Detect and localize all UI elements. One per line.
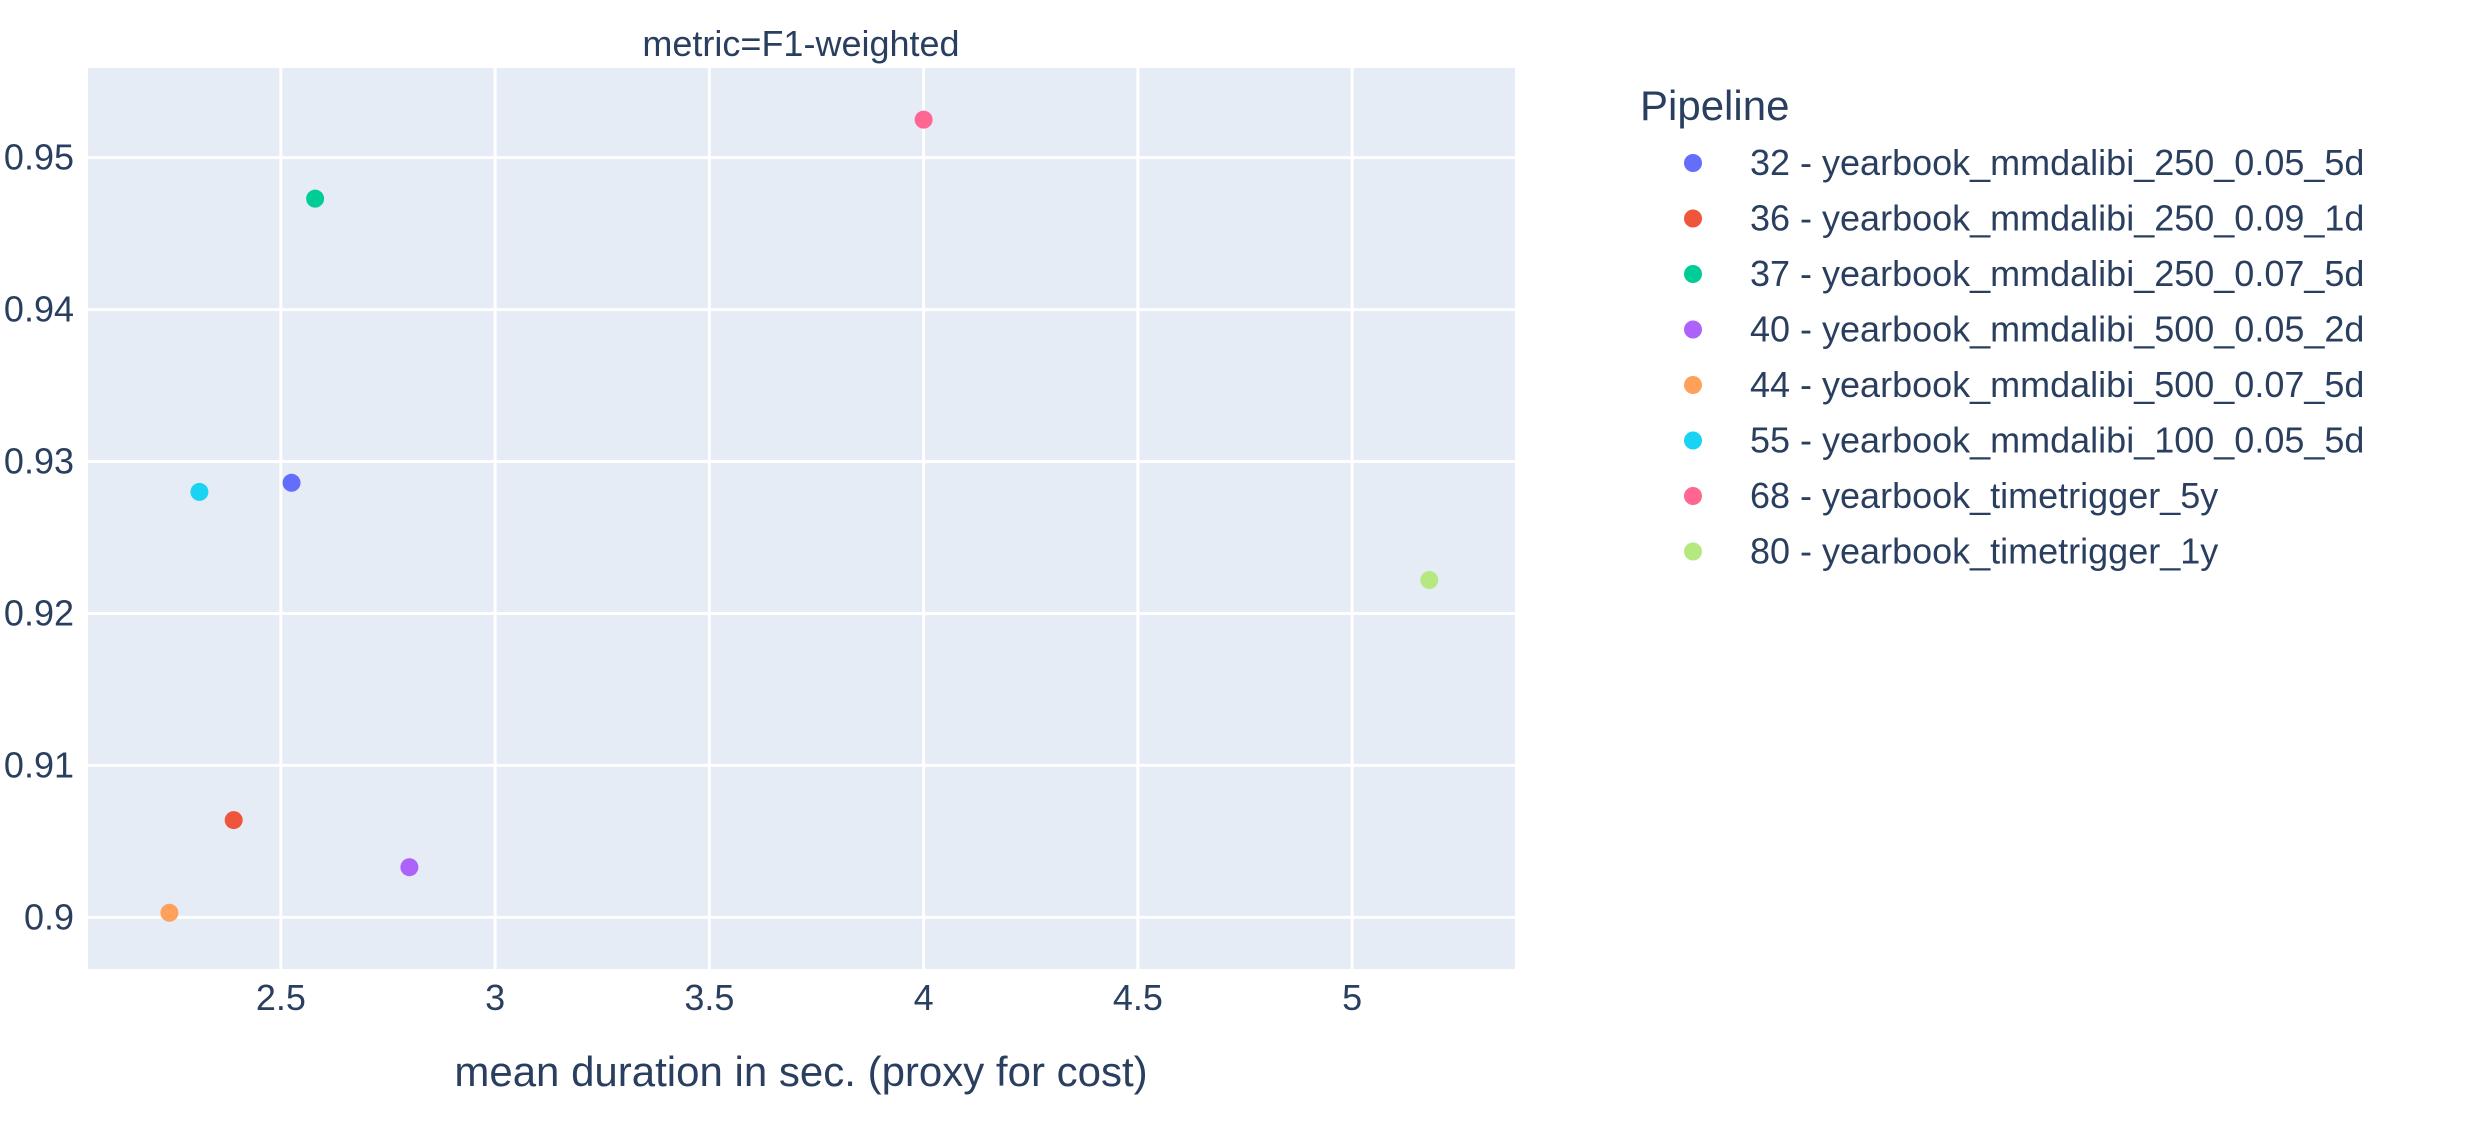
- legend-label: 32 - yearbook_mmdalibi_250_0.05_5d: [1750, 142, 2364, 183]
- panel-title: metric=F1-weighted: [642, 23, 959, 64]
- x-tick-label: 3.5: [684, 977, 734, 1018]
- data-point: [224, 811, 243, 830]
- legend-marker: [1684, 209, 1702, 228]
- x-axis-title: mean duration in sec. (proxy for cost): [454, 1048, 1147, 1095]
- x-tick-label: 4: [914, 977, 934, 1018]
- legend-label: 40 - yearbook_mmdalibi_500_0.05_2d: [1750, 309, 2364, 350]
- legend-marker: [1684, 431, 1702, 450]
- y-tick-label: 0.91: [4, 744, 74, 785]
- data-points: [160, 110, 1439, 922]
- y-tick-label: 0.92: [4, 592, 74, 633]
- data-point: [914, 110, 933, 129]
- y-tick-label: 0.9: [24, 896, 74, 937]
- legend-label: 44 - yearbook_mmdalibi_500_0.07_5d: [1750, 364, 2364, 405]
- data-point: [400, 858, 419, 877]
- legend-marker: [1684, 376, 1702, 394]
- legend-marker: [1684, 487, 1702, 505]
- legend-marker: [1684, 154, 1702, 172]
- legend: 32 - yearbook_mmdalibi_250_0.05_5d 36 - y…: [1684, 142, 2364, 572]
- legend-marker: [1684, 265, 1702, 283]
- legend-marker: [1684, 542, 1702, 561]
- y-grid-lines: [88, 156, 1515, 919]
- x-tick-label: 2.5: [256, 977, 306, 1018]
- x-grid-lines: [279, 68, 1354, 969]
- legend-label: 37 - yearbook_mmdalibi_250_0.07_5d: [1750, 253, 2364, 294]
- data-point: [282, 473, 301, 492]
- data-point: [306, 189, 325, 208]
- plot-background: [88, 68, 1515, 969]
- y-tick-labels: 0.9 0.91 0.92 0.93 0.94 0.95: [4, 137, 74, 938]
- legend-title: Pipeline: [1640, 82, 1789, 129]
- legend-label: 55 - yearbook_mmdalibi_100_0.05_5d: [1750, 420, 2364, 461]
- data-point: [190, 482, 209, 501]
- data-point: [160, 903, 179, 922]
- legend-label: 36 - yearbook_mmdalibi_250_0.09_1d: [1750, 198, 2364, 239]
- legend-marker: [1684, 320, 1702, 339]
- x-tick-label: 5: [1342, 977, 1362, 1018]
- legend-label: 68 - yearbook_timetrigger_5y: [1750, 475, 2218, 516]
- x-tick-label: 4.5: [1113, 977, 1163, 1018]
- data-point: [1420, 571, 1439, 590]
- legend-label: 80 - yearbook_timetrigger_1y: [1750, 531, 2218, 572]
- y-tick-label: 0.94: [4, 289, 74, 330]
- y-tick-label: 0.95: [4, 137, 74, 178]
- x-tick-labels: 2.5 3 3.5 4 4.5 5: [256, 977, 1362, 1018]
- x-tick-label: 3: [485, 977, 505, 1018]
- y-tick-label: 0.93: [4, 441, 74, 482]
